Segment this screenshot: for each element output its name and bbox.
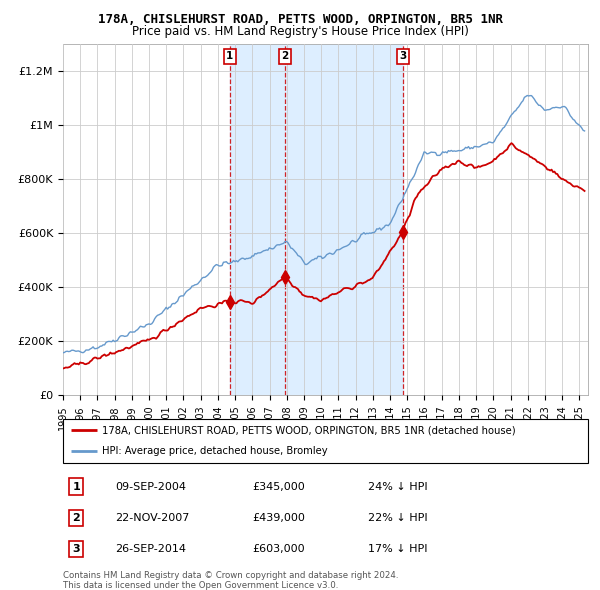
Text: 09-SEP-2004: 09-SEP-2004 xyxy=(115,481,187,491)
Text: This data is licensed under the Open Government Licence v3.0.: This data is licensed under the Open Gov… xyxy=(63,581,338,589)
Text: 1: 1 xyxy=(72,481,80,491)
Text: 3: 3 xyxy=(73,544,80,554)
Text: 26-SEP-2014: 26-SEP-2014 xyxy=(115,544,187,554)
Text: Price paid vs. HM Land Registry's House Price Index (HPI): Price paid vs. HM Land Registry's House … xyxy=(131,25,469,38)
Bar xyxy=(230,44,403,395)
Text: £345,000: £345,000 xyxy=(252,481,305,491)
Text: £439,000: £439,000 xyxy=(252,513,305,523)
Text: 2: 2 xyxy=(281,51,289,61)
Text: HPI: Average price, detached house, Bromley: HPI: Average price, detached house, Brom… xyxy=(103,446,328,455)
Text: 178A, CHISLEHURST ROAD, PETTS WOOD, ORPINGTON, BR5 1NR (detached house): 178A, CHISLEHURST ROAD, PETTS WOOD, ORPI… xyxy=(103,425,516,435)
Text: 17% ↓ HPI: 17% ↓ HPI xyxy=(367,544,427,554)
Text: Contains HM Land Registry data © Crown copyright and database right 2024.: Contains HM Land Registry data © Crown c… xyxy=(63,571,398,579)
Text: 2: 2 xyxy=(72,513,80,523)
Text: 22-NOV-2007: 22-NOV-2007 xyxy=(115,513,190,523)
Text: 1: 1 xyxy=(226,51,233,61)
Text: 22% ↓ HPI: 22% ↓ HPI xyxy=(367,513,427,523)
Text: 24% ↓ HPI: 24% ↓ HPI xyxy=(367,481,427,491)
Text: 3: 3 xyxy=(399,51,406,61)
Text: £603,000: £603,000 xyxy=(252,544,305,554)
Text: 178A, CHISLEHURST ROAD, PETTS WOOD, ORPINGTON, BR5 1NR: 178A, CHISLEHURST ROAD, PETTS WOOD, ORPI… xyxy=(97,13,503,26)
